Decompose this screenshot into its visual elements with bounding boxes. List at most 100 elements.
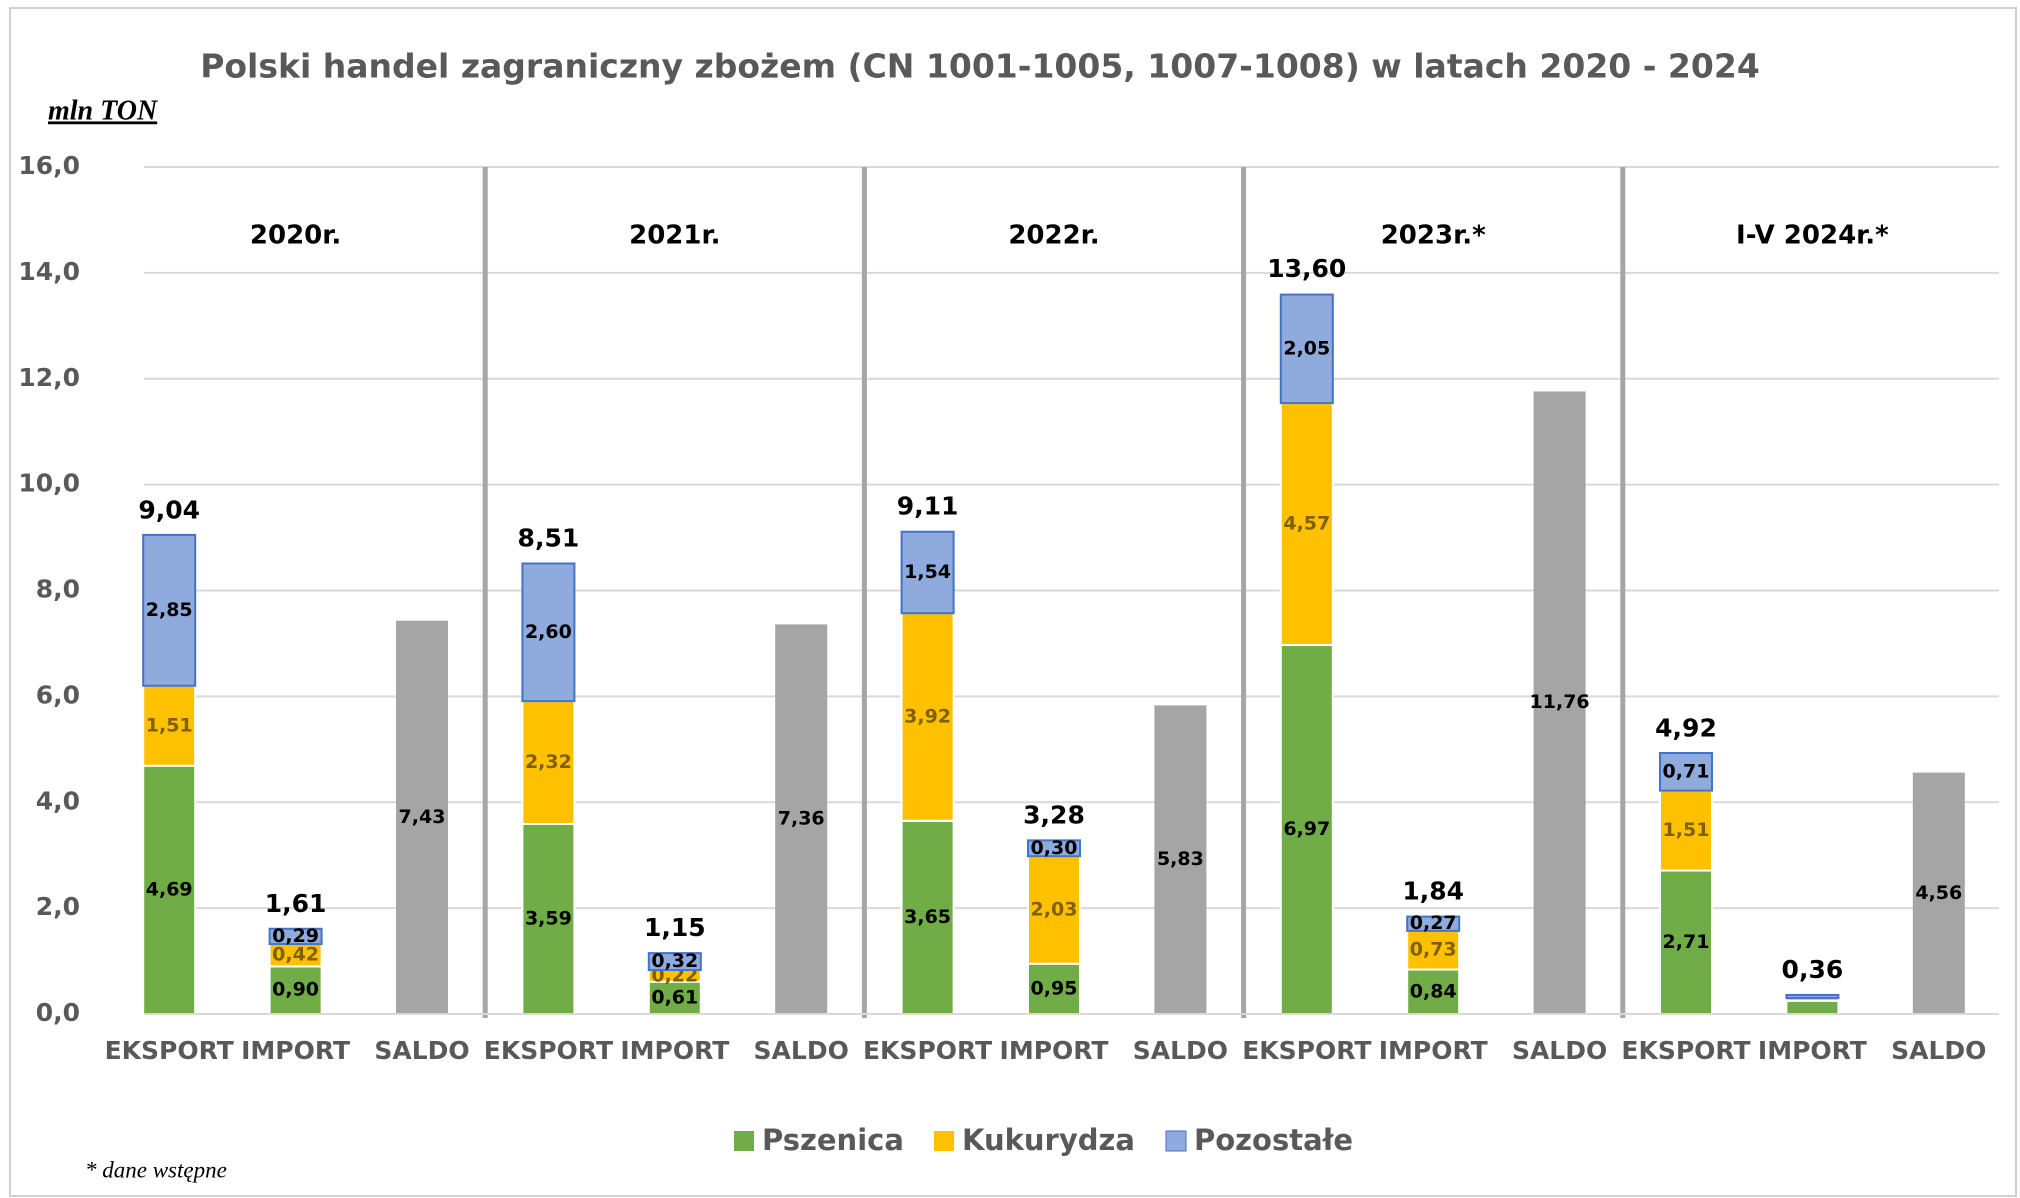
legend-label: Kukurydza <box>962 1123 1135 1157</box>
saldo-label: 11,76 <box>1530 691 1590 713</box>
bar-segment <box>647 952 702 972</box>
saldo-bar <box>1154 705 1207 1014</box>
bar-segment <box>1027 855 1081 965</box>
segment-label: 3,65 <box>904 906 951 928</box>
x-tick-label: EKSPORT <box>1242 1036 1371 1065</box>
chart-title: Polski handel zagraniczny zbożem (CN 100… <box>200 47 1760 86</box>
total-label: 3,28 <box>1023 800 1085 829</box>
bar-segment <box>1406 915 1461 932</box>
bar-segment <box>1785 999 1840 1015</box>
y-tick-label: 16,0 <box>18 151 80 180</box>
group-label: 2020r. <box>250 221 341 251</box>
total-label: 0,36 <box>1782 955 1844 984</box>
total-label: 1,61 <box>265 889 327 918</box>
segment-label: 2,71 <box>1663 931 1710 953</box>
segment-label: 2,05 <box>1283 337 1330 359</box>
saldo-label: 7,43 <box>399 806 446 828</box>
segment-label: 1,54 <box>904 561 951 583</box>
saldo-label: 5,83 <box>1157 848 1204 870</box>
x-tick-label: EKSPORT <box>105 1036 234 1065</box>
bar-segment <box>521 822 576 1015</box>
x-tick-label: SALDO <box>754 1036 849 1065</box>
bar-segment <box>142 684 197 767</box>
y-tick-label: 2,0 <box>36 892 80 921</box>
segment-label: 3,92 <box>904 706 951 728</box>
y-tick-label: 10,0 <box>18 469 80 498</box>
bar-segment <box>1279 644 1334 1015</box>
legend-label: Pozostałe <box>1194 1123 1353 1157</box>
y-tick-label: 12,0 <box>18 363 80 392</box>
x-tick-label: SALDO <box>1512 1036 1607 1065</box>
segment-label: 0,30 <box>1031 837 1078 859</box>
segment-label: 1,51 <box>1663 819 1710 841</box>
saldo-label: 7,36 <box>778 808 825 830</box>
group-label: 2022r. <box>1008 221 1099 251</box>
segment-label: 6,97 <box>1283 818 1330 840</box>
group-label: 2023r.* <box>1381 221 1486 251</box>
bar-segment <box>1027 839 1081 858</box>
x-tick-label: EKSPORT <box>1621 1036 1750 1065</box>
bar-segment <box>1659 752 1713 792</box>
saldo-label: 4,56 <box>1915 882 1962 904</box>
bar-segment <box>1406 929 1461 971</box>
group-label: 2021r. <box>629 221 720 251</box>
bar-segment <box>1279 402 1334 647</box>
total-label: 9,04 <box>138 495 200 524</box>
segment-label: 0,95 <box>1031 977 1078 999</box>
legend-swatch <box>734 1131 754 1151</box>
y-tick-label: 0,0 <box>36 998 80 1027</box>
x-tick-label: EKSPORT <box>863 1036 992 1065</box>
y-tick-label: 6,0 <box>36 680 80 709</box>
x-tick-label: IMPORT <box>1000 1036 1109 1065</box>
legend-swatch <box>934 1131 954 1151</box>
segment-label: 2,85 <box>146 599 193 621</box>
x-tick-label: SALDO <box>1891 1036 1986 1065</box>
segment-label: 0,32 <box>651 950 698 972</box>
total-label: 1,15 <box>644 913 706 942</box>
bar-segment <box>1659 869 1713 1015</box>
total-label: 8,51 <box>518 524 580 553</box>
bar-segment <box>900 612 955 822</box>
bar-segment <box>142 764 197 1016</box>
bar-segment <box>142 533 197 687</box>
bar-segment <box>268 927 323 946</box>
x-tick-label: EKSPORT <box>484 1036 613 1065</box>
total-label: 4,92 <box>1655 714 1717 743</box>
bar-segment <box>1279 293 1334 405</box>
segment-label: 4,69 <box>146 878 193 900</box>
total-label: 1,84 <box>1402 877 1464 906</box>
segment-label: 0,27 <box>1410 912 1457 934</box>
saldo-bar <box>396 620 448 1014</box>
x-tick-label: IMPORT <box>620 1036 729 1065</box>
x-tick-label: IMPORT <box>1758 1036 1867 1065</box>
segment-label: 0,84 <box>1410 980 1457 1002</box>
bar-segment <box>521 700 576 825</box>
bar-segment <box>900 530 955 615</box>
segment-label: 2,32 <box>525 751 572 773</box>
segment-label: 0,29 <box>272 925 319 947</box>
bar-segment <box>1785 993 1840 1000</box>
chart-border <box>9 7 2017 1197</box>
segment-label: 3,59 <box>525 907 572 929</box>
x-tick-label: IMPORT <box>241 1036 350 1065</box>
legend-label: Pszenica <box>762 1123 904 1157</box>
segment-label: 0,42 <box>272 944 319 966</box>
saldo-bar <box>775 624 828 1014</box>
x-tick-label: SALDO <box>1133 1036 1228 1065</box>
segment-label: 1,51 <box>146 714 193 736</box>
y-tick-label: 4,0 <box>36 786 80 815</box>
x-tick-label: SALDO <box>374 1036 469 1065</box>
segment-label: 0,73 <box>1410 939 1457 961</box>
y-axis-unit: mln TON <box>48 95 159 126</box>
segment-label: 2,03 <box>1031 898 1078 920</box>
y-tick-label: 14,0 <box>18 257 80 286</box>
segment-label: 0,90 <box>272 979 319 1001</box>
saldo-bar <box>1533 391 1586 1015</box>
legend-swatch <box>1165 1130 1187 1152</box>
saldo-bar <box>1912 772 1965 1014</box>
footnote: * dane wstępne <box>85 1157 227 1182</box>
y-tick-label: 8,0 <box>36 575 80 604</box>
segment-label: 4,57 <box>1283 513 1330 535</box>
